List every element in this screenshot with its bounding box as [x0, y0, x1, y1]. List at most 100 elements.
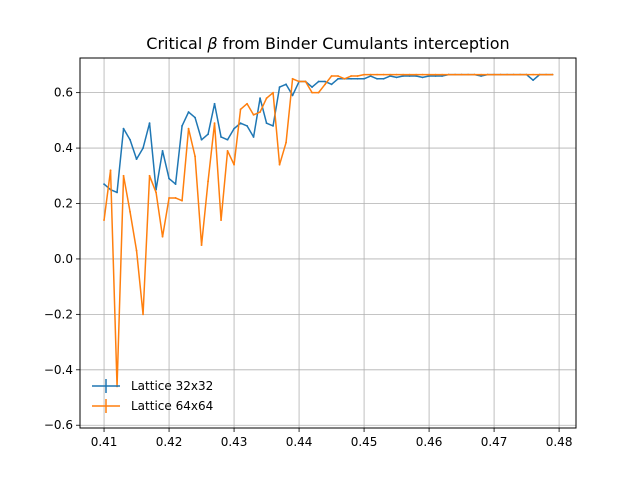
chart-title-prefix: Critical: [146, 34, 207, 53]
data-point: [376, 73, 378, 76]
data-point: [168, 177, 170, 180]
data-point: [174, 183, 177, 186]
x-tick-label: 0.41: [91, 435, 118, 449]
data-point: [181, 125, 183, 127]
y-tick-label: 0.0: [54, 252, 73, 266]
data-point: [538, 73, 541, 76]
data-point: [343, 77, 346, 80]
data-point: [415, 75, 417, 77]
data-point: [194, 116, 196, 119]
x-tick-label: 0.46: [416, 435, 443, 449]
legend: Lattice 32x32 Lattice 64x64: [92, 379, 213, 413]
data-point: [389, 73, 391, 76]
data-point: [512, 73, 515, 76]
data-point: [278, 163, 281, 166]
data-point: [187, 111, 190, 113]
data-point: [246, 102, 248, 105]
legend-item: Lattice 64x64: [92, 399, 213, 413]
data-point: [415, 73, 417, 76]
data-point: [337, 77, 339, 80]
data-point: [363, 73, 365, 76]
data-point: [532, 79, 534, 82]
data-point: [499, 73, 502, 76]
data-point: [480, 75, 482, 77]
chart-title-suffix: from Binder Cumulants interception: [218, 34, 510, 53]
data-point: [337, 75, 339, 77]
data-point: [207, 180, 209, 183]
chart-title-beta-symbol: β: [206, 34, 217, 53]
data-point: [382, 77, 385, 80]
data-point: [376, 77, 378, 80]
data-point: [122, 174, 125, 177]
data-point: [551, 73, 554, 76]
data-point: [161, 235, 164, 238]
y-tick-label: −0.2: [44, 307, 73, 321]
data-point: [317, 91, 320, 94]
data-point: [200, 244, 203, 246]
y-tick-label: −0.6: [44, 418, 73, 432]
data-point: [447, 73, 450, 76]
data-point: [304, 80, 307, 83]
data-point: [324, 83, 326, 86]
data-point: [311, 86, 313, 88]
x-tick-label: 0.44: [286, 435, 313, 449]
data-point: [395, 73, 398, 76]
legend-label: Lattice 64x64: [131, 399, 213, 413]
data-point: [402, 73, 404, 76]
data-point: [454, 73, 456, 76]
data-point: [408, 73, 411, 76]
data-point: [233, 163, 235, 166]
data-point: [356, 75, 359, 77]
data-point: [298, 80, 300, 83]
data-point: [402, 75, 404, 77]
x-tick-label: 0.43: [221, 435, 248, 449]
data-point: [434, 75, 437, 77]
data-point: [265, 97, 268, 100]
data-point: [421, 73, 424, 76]
data-point: [109, 169, 112, 172]
data-point: [155, 191, 157, 194]
data-point: [408, 75, 411, 77]
data-point: [226, 138, 229, 141]
data-point: [148, 174, 151, 177]
data-point: [395, 76, 398, 79]
data-point: [480, 73, 482, 76]
x-tick-label: 0.42: [156, 435, 183, 449]
data-point: [421, 76, 424, 79]
data-point: [291, 94, 294, 97]
data-point: [181, 199, 183, 202]
data-point: [135, 158, 138, 161]
data-point: [324, 80, 326, 83]
x-tick-label: 0.47: [481, 435, 508, 449]
data-point: [200, 138, 203, 141]
data-point: [473, 73, 476, 76]
data-point: [519, 73, 521, 76]
data-point: [278, 86, 281, 88]
data-point: [174, 197, 177, 199]
legend-label: Lattice 32x32: [131, 379, 213, 393]
data-point: [311, 91, 313, 94]
data-point: [525, 73, 528, 76]
data-point: [441, 75, 443, 77]
data-point: [434, 73, 437, 76]
data-point: [129, 210, 131, 213]
data-point: [545, 73, 547, 76]
y-tick-label: 0.4: [54, 141, 73, 155]
data-point: [213, 102, 216, 105]
data-point: [369, 73, 372, 76]
data-point: [493, 73, 495, 76]
data-point: [187, 127, 190, 130]
data-point: [330, 75, 333, 77]
x-tick-label: 0.48: [546, 435, 573, 449]
data-point: [116, 191, 118, 194]
data-point: [285, 83, 287, 86]
data-point: [272, 125, 274, 127]
x-tick-label: 0.45: [351, 435, 378, 449]
data-point: [532, 73, 534, 76]
y-tick-label: 0.2: [54, 197, 73, 211]
data-point: [506, 73, 508, 76]
data-point: [207, 133, 209, 136]
data-point: [428, 75, 430, 77]
